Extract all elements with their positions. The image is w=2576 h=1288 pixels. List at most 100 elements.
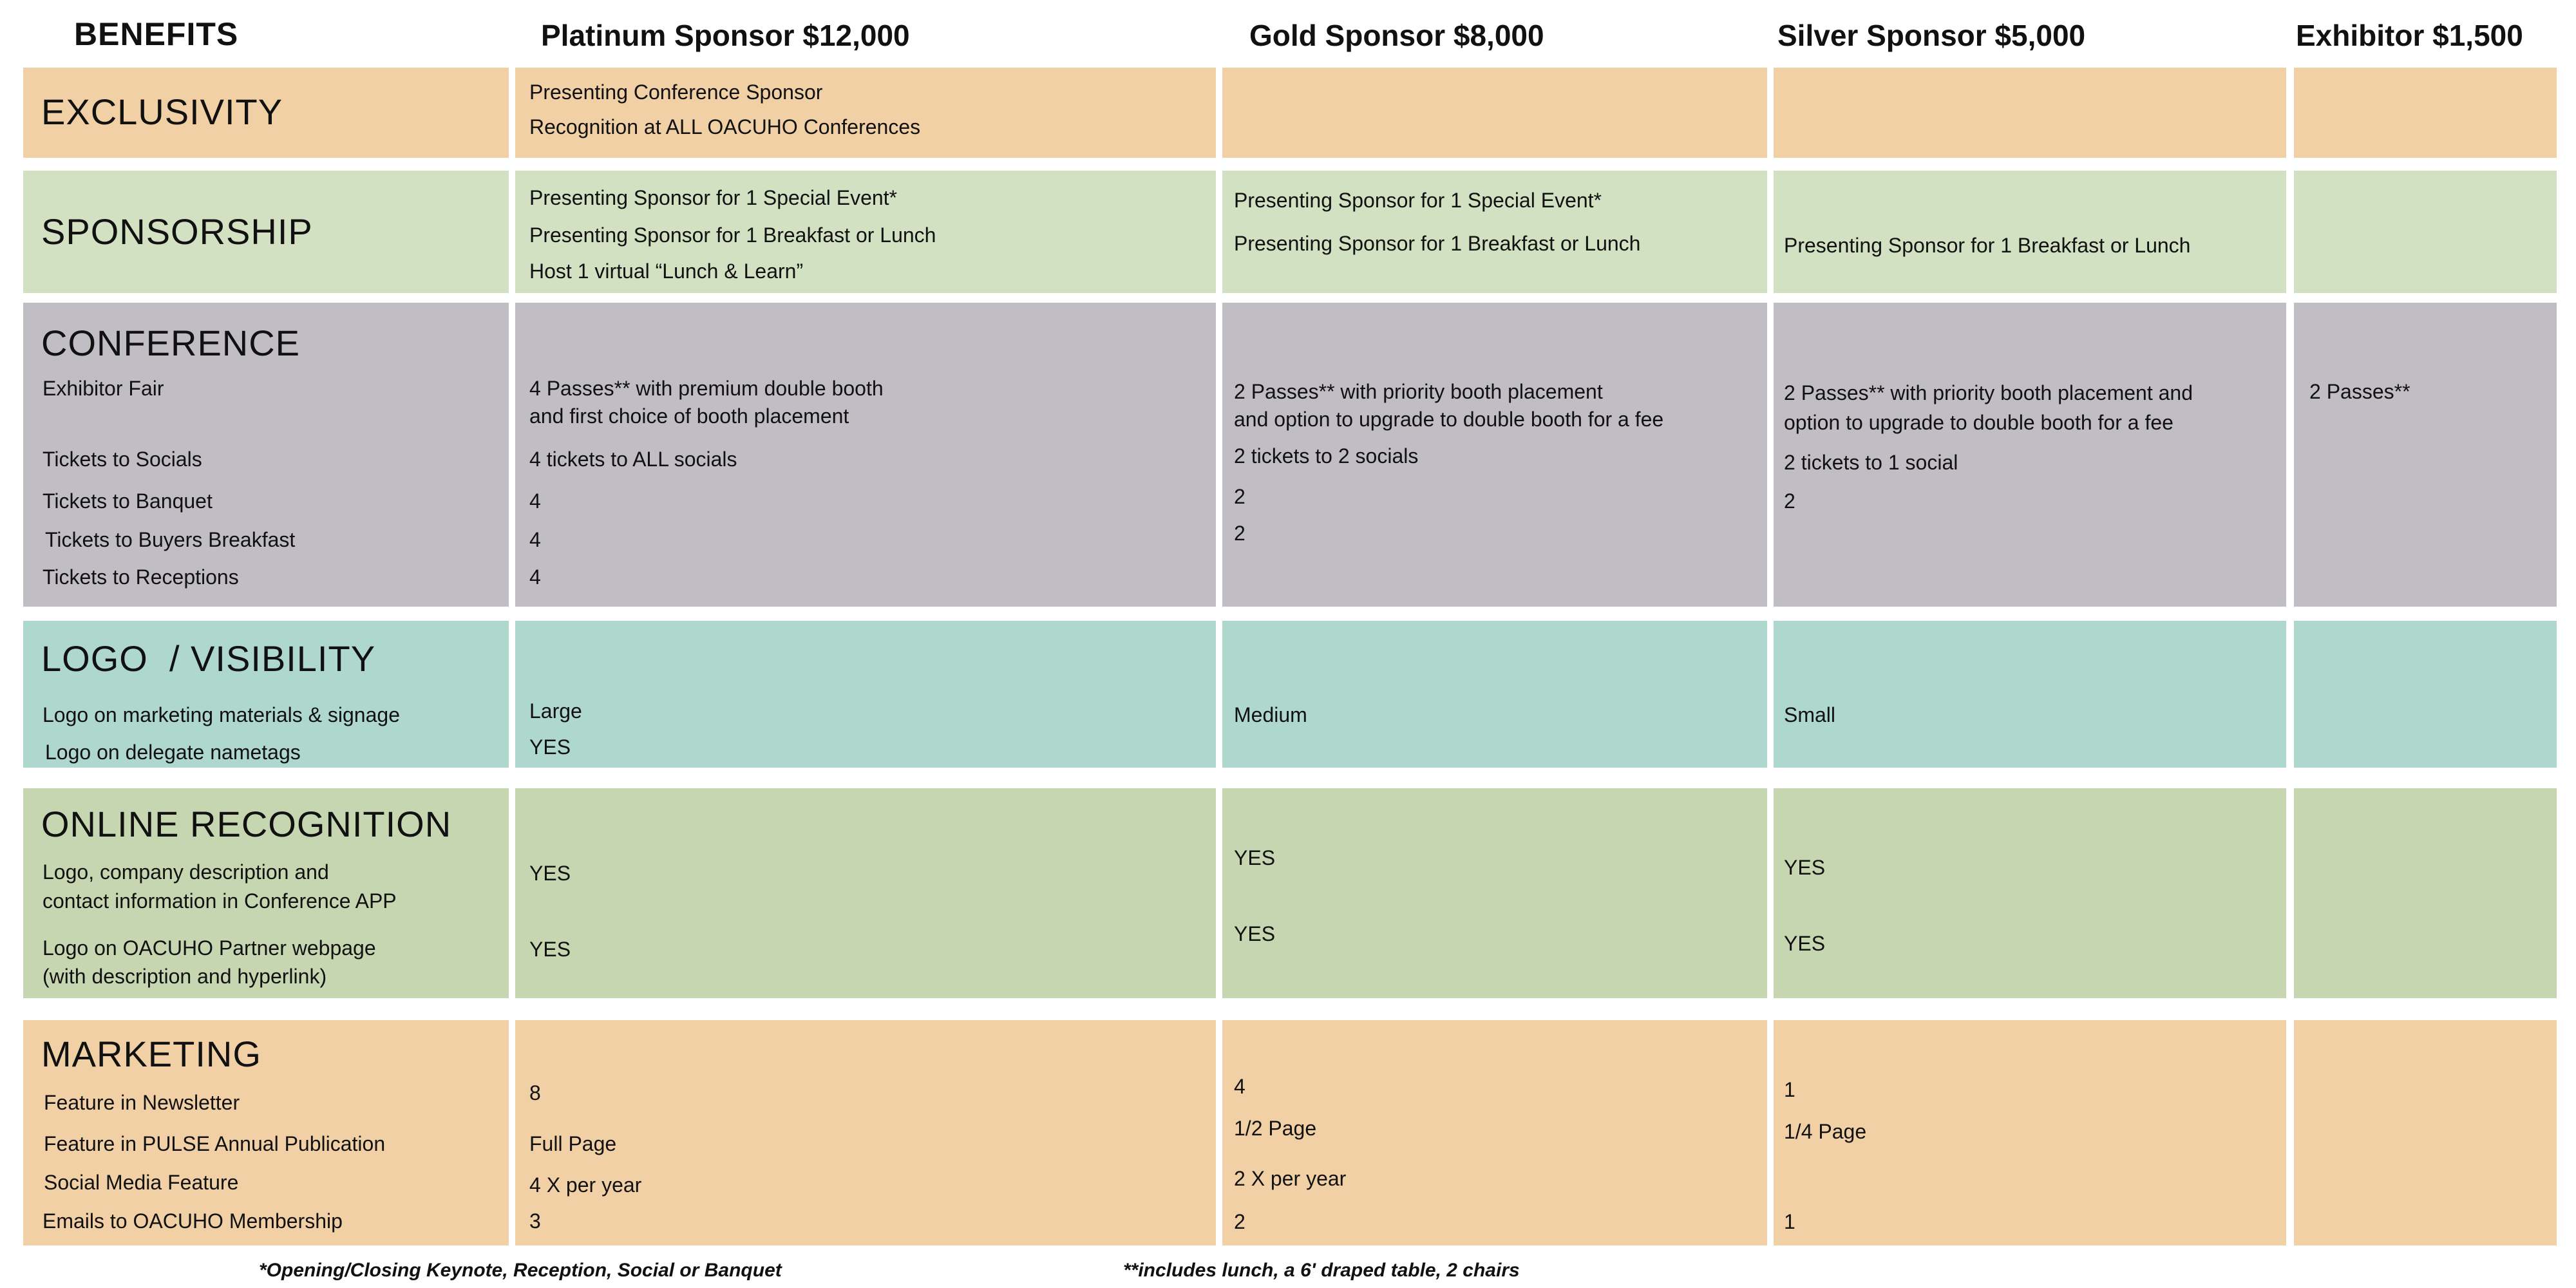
exhibitor-column-header: Exhibitor $1,500 — [2296, 19, 2523, 52]
sponsorship-gold-line2: Presenting Sponsor for 1 Breakfast or Lu… — [1234, 232, 1641, 255]
online-label-web-line1: Logo on OACUHO Partner webpage — [43, 936, 376, 960]
exclusivity-benefits-cell: EXCLUSIVITY — [23, 68, 509, 158]
sponsorship-title: SPONSORSHIP — [41, 211, 313, 252]
marketing-silver-newsletter: 1 — [1784, 1078, 1795, 1101]
logo-silver-size: Small — [1784, 703, 1836, 726]
logo-gold-cell: Medium — [1222, 621, 1767, 768]
logo-label-nametags: Logo on delegate nametags — [45, 741, 301, 764]
conference-gold-buyers: 2 — [1234, 522, 1245, 545]
online-gold-app: YES — [1234, 846, 1276, 869]
marketing-gold-newsletter: 4 — [1234, 1075, 1245, 1098]
conference-gold-passes-line1: 2 Passes** with priority booth placement — [1234, 380, 1603, 403]
conference-platinum-passes-line1: 4 Passes** with premium double booth — [529, 377, 884, 400]
logo-title: LOGO / VISIBILITY — [41, 638, 376, 679]
logo-platinum-size: Large — [529, 699, 582, 723]
sponsorship-row: SPONSORSHIP Presenting Sponsor for 1 Spe… — [0, 171, 2576, 293]
conference-exhibitor-cell: 2 Passes** — [2294, 303, 2557, 607]
online-platinum-web: YES — [529, 938, 571, 961]
conference-label-banquet: Tickets to Banquet — [43, 489, 213, 513]
sponsorship-platinum-cell: Presenting Sponsor for 1 Special Event* … — [515, 171, 1216, 293]
conference-label-buyers: Tickets to Buyers Breakfast — [45, 528, 296, 551]
conference-gold-banquet: 2 — [1234, 485, 1245, 508]
sponsorship-benefits-cell: SPONSORSHIP — [23, 171, 509, 293]
gold-column-header: Gold Sponsor $8,000 — [1249, 19, 1544, 52]
conference-label-exhibitor-fair: Exhibitor Fair — [43, 377, 164, 400]
silver-column-header: Silver Sponsor $5,000 — [1777, 19, 2086, 52]
marketing-exhibitor-cell — [2294, 1020, 2557, 1245]
online-label-app-line2: contact information in Conference APP — [43, 889, 397, 913]
online-platinum-cell: YES YES — [515, 788, 1216, 998]
exclusivity-silver-cell — [1774, 68, 2286, 158]
online-recognition-row: ONLINE RECOGNITION Logo, company descrip… — [0, 788, 2576, 998]
marketing-label-social: Social Media Feature — [44, 1171, 239, 1194]
logo-benefits-cell: LOGO / VISIBILITY Logo on marketing mate… — [23, 621, 509, 768]
conference-silver-cell: 2 Passes** with priority booth placement… — [1774, 303, 2286, 607]
marketing-platinum-pulse: Full Page — [529, 1132, 617, 1155]
logo-label-marketing-materials: Logo on marketing materials & signage — [43, 703, 400, 726]
online-platinum-app: YES — [529, 862, 571, 885]
marketing-title: MARKETING — [41, 1034, 261, 1074]
conference-platinum-receptions: 4 — [529, 565, 541, 589]
conference-silver-passes-line1: 2 Passes** with priority booth placement… — [1784, 381, 2193, 404]
marketing-label-newsletter: Feature in Newsletter — [44, 1091, 240, 1114]
sponsorship-silver-line1: Presenting Sponsor for 1 Breakfast or Lu… — [1784, 234, 2191, 257]
conference-row: CONFERENCE Exhibitor Fair Tickets to Soc… — [0, 303, 2576, 607]
footnote-special-event: *Opening/Closing Keynote, Reception, Soc… — [259, 1260, 782, 1281]
logo-gold-size: Medium — [1234, 703, 1307, 726]
online-gold-cell: YES YES — [1222, 788, 1767, 998]
online-silver-app: YES — [1784, 856, 1826, 879]
benefits-header: BENEFITS — [74, 16, 239, 52]
conference-platinum-buyers: 4 — [529, 528, 541, 551]
platinum-column-header: Platinum Sponsor $12,000 — [541, 19, 910, 52]
marketing-platinum-social: 4 X per year — [529, 1173, 642, 1197]
marketing-label-pulse: Feature in PULSE Annual Publication — [44, 1132, 386, 1155]
conference-platinum-cell: 4 Passes** with premium double booth and… — [515, 303, 1216, 607]
online-gold-web: YES — [1234, 922, 1276, 945]
online-label-web-line2: (with description and hyperlink) — [43, 965, 327, 988]
marketing-platinum-cell: 8 Full Page 4 X per year 3 — [515, 1020, 1216, 1245]
conference-benefits-cell: CONFERENCE Exhibitor Fair Tickets to Soc… — [23, 303, 509, 607]
logo-exhibitor-cell — [2294, 621, 2557, 768]
exclusivity-platinum-cell: Presenting Conference Sponsor Recognitio… — [515, 68, 1216, 158]
marketing-silver-cell: 1 1/4 Page 1 — [1774, 1020, 2286, 1245]
sponsorship-platinum-line1: Presenting Sponsor for 1 Special Event* — [529, 186, 897, 209]
online-label-app-line1: Logo, company description and — [43, 860, 329, 884]
online-title: ONLINE RECOGNITION — [41, 804, 452, 844]
sponsorship-platinum-line3: Host 1 virtual “Lunch & Learn” — [529, 260, 804, 283]
exclusivity-row: EXCLUSIVITY Presenting Conference Sponso… — [0, 68, 2576, 158]
exclusivity-exhibitor-cell — [2294, 68, 2557, 158]
marketing-row: MARKETING Feature in Newsletter Feature … — [0, 1020, 2576, 1245]
sponsorship-silver-cell: Presenting Sponsor for 1 Breakfast or Lu… — [1774, 171, 2286, 293]
marketing-silver-emails: 1 — [1784, 1210, 1795, 1233]
conference-platinum-banquet: 4 — [529, 489, 541, 513]
logo-platinum-nametags: YES — [529, 735, 571, 759]
conference-silver-socials: 2 tickets to 1 social — [1784, 451, 1958, 474]
marketing-gold-pulse: 1/2 Page — [1234, 1117, 1317, 1140]
exclusivity-gold-cell — [1222, 68, 1767, 158]
conference-silver-banquet: 2 — [1784, 489, 1795, 513]
sponsorship-gold-line1: Presenting Sponsor for 1 Special Event* — [1234, 189, 1602, 212]
conference-platinum-socials: 4 tickets to ALL socials — [529, 448, 737, 471]
conference-gold-passes-line2: and option to upgrade to double booth fo… — [1234, 408, 1664, 431]
marketing-label-emails: Emails to OACUHO Membership — [43, 1209, 343, 1233]
conference-title: CONFERENCE — [41, 323, 301, 363]
exclusivity-title: EXCLUSIVITY — [41, 91, 283, 132]
online-benefits-cell: ONLINE RECOGNITION Logo, company descrip… — [23, 788, 509, 998]
sponsorship-exhibitor-cell — [2294, 171, 2557, 293]
exclusivity-platinum-line2: Recognition at ALL OACUHO Conferences — [529, 115, 921, 138]
footnote-passes: **includes lunch, a 6' draped table, 2 c… — [1123, 1260, 1520, 1281]
marketing-platinum-newsletter: 8 — [529, 1081, 541, 1104]
conference-label-socials: Tickets to Socials — [43, 448, 202, 471]
marketing-gold-cell: 4 1/2 Page 2 X per year 2 — [1222, 1020, 1767, 1245]
conference-exhibitor-passes: 2 Passes** — [2309, 380, 2410, 403]
logo-silver-cell: Small — [1774, 621, 2286, 768]
marketing-platinum-emails: 3 — [529, 1209, 541, 1233]
marketing-gold-social: 2 X per year — [1234, 1167, 1347, 1190]
conference-platinum-passes-line2: and first choice of booth placement — [529, 404, 849, 428]
logo-platinum-cell: Large YES — [515, 621, 1216, 768]
conference-label-receptions: Tickets to Receptions — [43, 565, 239, 589]
logo-visibility-row: LOGO / VISIBILITY Logo on marketing mate… — [0, 621, 2576, 768]
online-silver-cell: YES YES — [1774, 788, 2286, 998]
marketing-benefits-cell: MARKETING Feature in Newsletter Feature … — [23, 1020, 509, 1245]
